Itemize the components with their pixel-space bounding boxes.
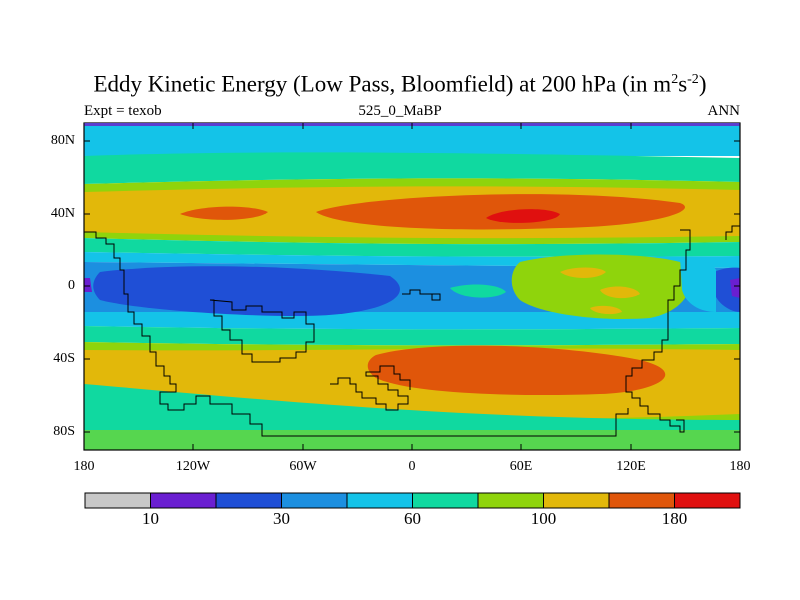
eq-blue-east <box>714 267 740 312</box>
contour-field <box>84 123 740 450</box>
jet-core-n2 <box>316 194 685 230</box>
eq-yellow-b <box>600 286 640 299</box>
colorbar-label-180: 180 <box>661 509 688 528</box>
eq-purple-east <box>730 278 740 298</box>
colorbar <box>84 492 741 509</box>
colorbar-swatch-0 <box>85 493 151 508</box>
chart-title: Eddy Kinetic Energy (Low Pass, Bloomfiel… <box>93 71 707 97</box>
eq-west-purple <box>84 278 92 292</box>
band-subtrop-north <box>84 238 740 257</box>
colorbar-label-100: 100 <box>530 509 557 528</box>
colorbar-swatch-8 <box>609 493 675 508</box>
lon-label-180e: 180 <box>729 459 751 474</box>
colorbar-swatch-9 <box>674 493 740 508</box>
subtitle-left: Expt = texob <box>84 103 162 119</box>
eq-blue-pacific <box>93 266 400 316</box>
eq-green-africa <box>511 254 690 320</box>
coast-east-margin <box>625 229 691 433</box>
band-antarctic <box>84 430 740 450</box>
band-subtrop-south <box>84 326 740 346</box>
lon-label-120e: 120E <box>616 459 646 474</box>
lat-label-80n: 80N <box>50 133 75 148</box>
coast-australia-edge <box>725 225 740 240</box>
coast-arabia <box>402 289 441 301</box>
band-subarctic <box>84 152 740 184</box>
colorbar-swatch-3 <box>281 493 347 508</box>
coast-africa <box>209 299 315 363</box>
colorbar-label-30: 30 <box>273 509 290 528</box>
jet-core-s <box>367 345 666 396</box>
subtitle-center: 525_0_MaBP <box>358 103 442 119</box>
lat-label-40s: 40S <box>53 351 75 366</box>
lon-label-60e: 60E <box>509 459 533 474</box>
eq-green-b <box>450 284 506 298</box>
coast-antarctic-piece <box>330 365 411 411</box>
colorbar-swatch-7 <box>543 493 609 508</box>
eq-yellow-a <box>560 267 606 278</box>
lat-label-0: 0 <box>68 278 75 293</box>
eq-cyan-east <box>680 257 716 312</box>
band-arctic <box>84 126 740 156</box>
coast-americas <box>84 231 629 437</box>
colorbar-swatch-2 <box>216 493 282 508</box>
lon-label-60w: 60W <box>289 459 317 474</box>
colorbar-swatch-4 <box>347 493 413 508</box>
coastlines <box>84 225 740 437</box>
lon-label-0: 0 <box>408 459 416 474</box>
colorbar-label-10: 10 <box>142 509 159 528</box>
axis-ticks <box>83 123 741 450</box>
band-trop-south <box>84 312 740 330</box>
subtitle-right: ANN <box>707 103 741 119</box>
jet-core-n1 <box>180 206 268 220</box>
jet-core-n3 <box>486 209 560 223</box>
lat-label-80s: 80S <box>53 424 75 439</box>
colorbar-swatch-6 <box>478 493 544 508</box>
lon-label-180w: 180 <box>73 459 95 474</box>
lon-label-120w: 120W <box>175 459 211 474</box>
lat-label-40n: 40N <box>50 206 75 221</box>
colorbar-swatch-5 <box>412 493 478 508</box>
colorbar-label-60: 60 <box>404 509 421 528</box>
eq-yellow-c <box>590 305 622 315</box>
colorbar-swatch-1 <box>150 493 216 508</box>
